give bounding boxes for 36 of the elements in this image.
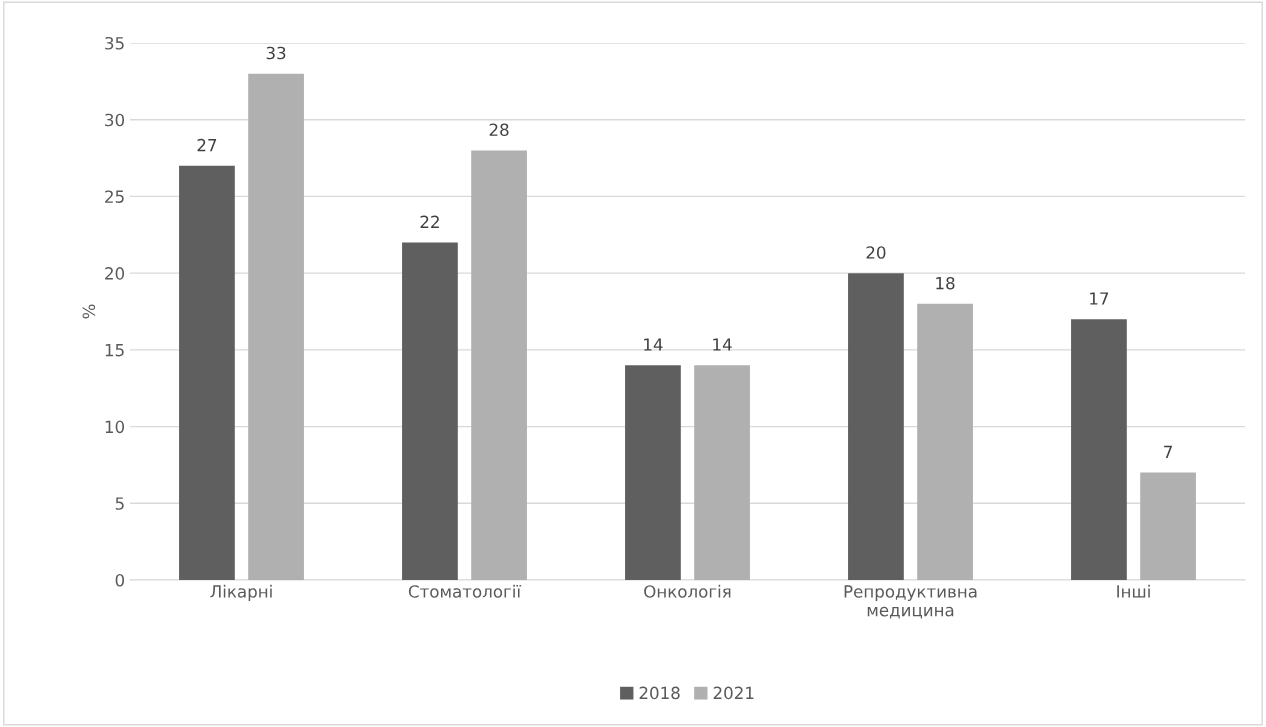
y-tick-label: 5 bbox=[115, 497, 124, 510]
data-label: 7 bbox=[1164, 445, 1172, 459]
data-label: 28 bbox=[489, 123, 509, 137]
y-tick-label: 25 bbox=[105, 190, 124, 203]
y-tick-label: 35 bbox=[105, 36, 124, 50]
bar bbox=[248, 73, 304, 580]
y-tick-label: 30 bbox=[105, 113, 125, 127]
data-label: 14 bbox=[713, 338, 732, 351]
bar bbox=[402, 242, 458, 580]
bar bbox=[179, 165, 235, 580]
bar bbox=[917, 303, 973, 580]
bar bbox=[694, 365, 750, 580]
y-tick-label: 20 bbox=[105, 267, 125, 280]
x-tick-label: Лікарні bbox=[210, 584, 272, 601]
bar bbox=[848, 273, 904, 580]
data-label: 20 bbox=[866, 246, 886, 259]
legend-label: 2018 bbox=[639, 686, 680, 700]
data-label: 18 bbox=[936, 276, 955, 290]
x-tick-label: Онкологія bbox=[644, 584, 731, 598]
legend-label: 2021 bbox=[713, 686, 754, 700]
bar bbox=[625, 365, 681, 580]
x-tick-label: Стоматології bbox=[408, 584, 522, 598]
data-label: 17 bbox=[1090, 292, 1109, 305]
data-label: 27 bbox=[197, 138, 217, 152]
bar bbox=[1140, 472, 1196, 580]
bar bbox=[1071, 319, 1127, 580]
y-axis-title: % bbox=[82, 304, 96, 319]
x-tick-label: Інші bbox=[1117, 584, 1150, 598]
bar bbox=[471, 150, 527, 580]
data-label: 14 bbox=[644, 338, 663, 351]
y-tick-label: 15 bbox=[105, 344, 124, 357]
data-label: 33 bbox=[266, 46, 286, 60]
data-label: 22 bbox=[420, 215, 439, 228]
x-tick-label: Репродуктивна медицина bbox=[844, 585, 977, 619]
y-tick-label: 10 bbox=[105, 420, 125, 434]
y-tick-label: 0 bbox=[115, 573, 125, 587]
